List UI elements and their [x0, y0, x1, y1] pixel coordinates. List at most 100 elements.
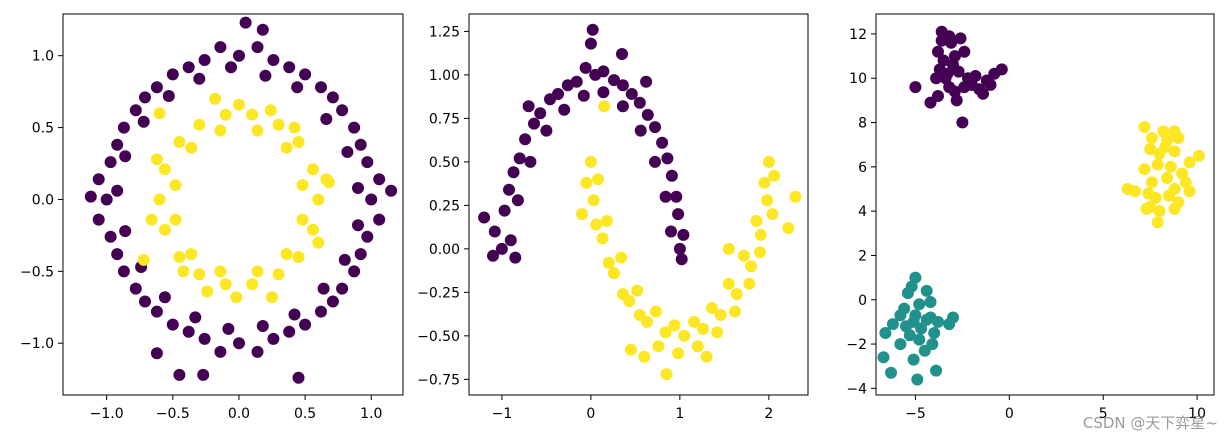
data-point: [193, 118, 206, 131]
x-tick-label: 1.0: [360, 406, 382, 422]
data-point: [288, 121, 301, 134]
data-point: [150, 305, 163, 318]
data-point: [307, 223, 319, 236]
y-tick-label: 0.75: [429, 111, 460, 127]
data-point: [251, 124, 264, 137]
x-tick-label: 5: [1099, 406, 1108, 422]
y-tick-label: −2: [846, 337, 867, 353]
data-point: [222, 322, 235, 335]
data-point: [173, 368, 186, 381]
x-tick-label: 1: [675, 406, 684, 422]
data-point: [219, 278, 232, 291]
data-point: [901, 287, 914, 300]
data-point: [214, 41, 227, 54]
data-point: [315, 81, 327, 94]
data-point: [507, 166, 520, 179]
data-point: [256, 23, 269, 36]
data-point: [365, 193, 378, 206]
data-point: [641, 108, 654, 121]
y-tick-label: 0.25: [429, 198, 460, 214]
data-point: [943, 81, 956, 94]
data-point: [1193, 149, 1205, 162]
data-point: [528, 117, 540, 130]
y-tick-label: 0.00: [429, 242, 460, 258]
data-point: [214, 124, 227, 137]
data-point: [660, 368, 673, 381]
data-point: [348, 265, 361, 278]
y-tick-label: 1.00: [429, 68, 460, 84]
data-point: [320, 113, 333, 125]
data-point: [272, 118, 285, 131]
data-point: [354, 248, 367, 261]
data-point: [150, 347, 163, 360]
y-tick-label: 1.25: [429, 24, 460, 40]
data-point: [596, 232, 609, 245]
data-point: [579, 61, 592, 74]
y-tick-label: −4: [846, 381, 867, 397]
watermark: CSDN @天下弈星~: [1082, 414, 1218, 432]
data-point: [665, 225, 677, 238]
data-point: [219, 108, 232, 121]
data-point: [214, 265, 227, 278]
x-tick-label: −0.5: [156, 406, 190, 422]
data-point: [299, 68, 312, 81]
data-point: [385, 184, 398, 197]
data-point: [587, 194, 600, 207]
data-point: [111, 138, 124, 151]
data-point: [267, 54, 280, 66]
data-point: [139, 295, 151, 308]
data-point: [913, 333, 926, 346]
data-point: [649, 121, 661, 134]
data-point: [754, 246, 766, 259]
y-tick-label: 0.5: [32, 121, 54, 137]
data-point: [233, 49, 245, 62]
data-point: [656, 136, 669, 149]
data-point: [251, 41, 264, 54]
data-point: [584, 155, 597, 168]
data-point: [264, 104, 277, 117]
data-point: [911, 373, 924, 386]
data-point: [597, 65, 610, 78]
data-point: [166, 68, 179, 81]
data-point: [659, 326, 672, 339]
x-tick-label: −5: [905, 406, 926, 422]
data-point: [513, 152, 526, 165]
data-point: [649, 155, 661, 168]
data-point: [197, 368, 210, 381]
data-point: [352, 182, 364, 194]
data-point: [158, 291, 171, 304]
y-tick-label: −0.50: [417, 329, 460, 345]
data-point: [266, 291, 278, 304]
data-point: [185, 248, 198, 261]
data-point: [92, 173, 105, 186]
data-point: [697, 322, 709, 335]
data-point: [678, 329, 691, 342]
data-point: [886, 318, 899, 331]
data-point: [326, 91, 339, 104]
data-point: [214, 345, 227, 358]
data-point: [225, 61, 237, 74]
data-point: [918, 344, 931, 357]
data-point: [958, 45, 971, 58]
data-point: [540, 124, 553, 137]
y-tick-label: −0.75: [417, 372, 460, 388]
data-point: [634, 124, 647, 137]
data-point: [189, 311, 202, 324]
data-point: [361, 156, 374, 169]
data-point: [661, 152, 674, 165]
data-point: [503, 183, 515, 196]
data-point: [251, 345, 264, 358]
data-point: [534, 107, 547, 120]
data-point: [312, 236, 325, 249]
data-point: [729, 305, 741, 318]
data-point: [1140, 202, 1153, 215]
data-point: [616, 48, 628, 60]
data-point: [317, 282, 330, 295]
data-point: [670, 190, 683, 203]
data-point: [292, 371, 305, 384]
data-point: [322, 176, 335, 189]
data-point: [885, 366, 897, 379]
data-point: [150, 81, 163, 94]
y-tick-label: 10: [849, 71, 867, 87]
